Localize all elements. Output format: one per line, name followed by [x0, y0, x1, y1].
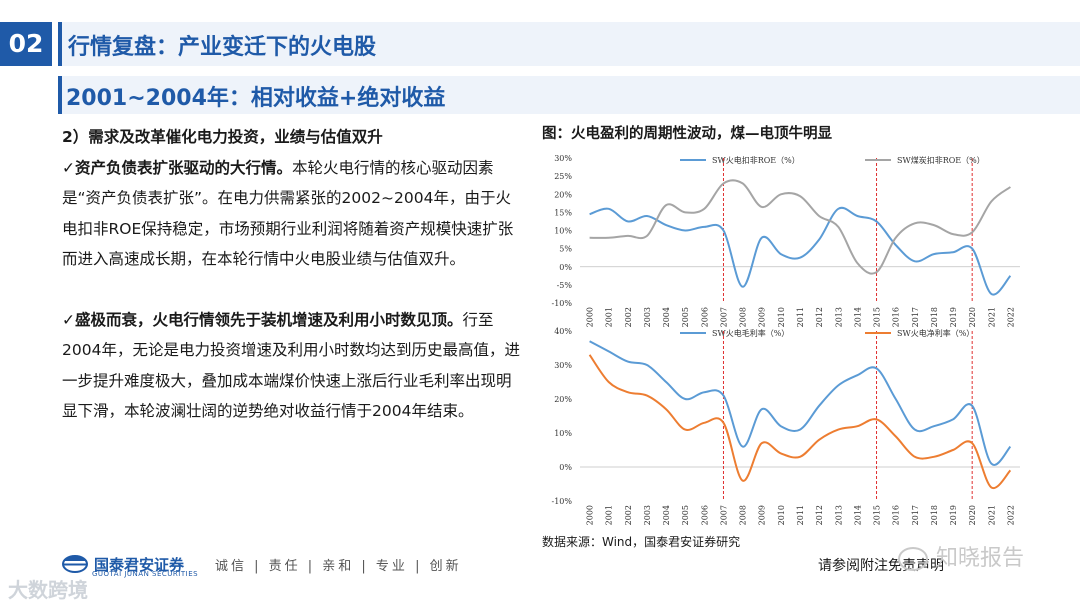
x-tick-label: 2000 — [586, 505, 595, 525]
x-tick-label: 2009 — [758, 307, 767, 327]
x-tick-label: 2008 — [739, 505, 748, 525]
paragraph-2-text: 行至2004年，无论是电力投资增速及利用小时数均达到历史最高值，进一步提升难度极… — [62, 310, 520, 421]
paragraph-1-text: 本轮火电行情的核心驱动因素是“资产负债表扩张”。在电力供需紧张的2002~200… — [62, 158, 514, 269]
x-tick-label: 2014 — [853, 307, 862, 327]
logo-mark-icon — [62, 555, 88, 573]
x-tick-label: 2008 — [739, 307, 748, 327]
y-tick-label: 0% — [559, 263, 572, 272]
x-tick-label: 2017 — [911, 307, 920, 327]
company-logo: 国泰君安证券 — [62, 553, 184, 575]
body-text: 2）需求及改革催化电力投资，业绩与估值双升 ✓资产负债表扩张驱动的大行情。本轮火… — [62, 122, 522, 427]
x-tick-label: 2018 — [930, 505, 939, 525]
x-tick-label: 2005 — [681, 505, 690, 525]
x-tick-label: 2015 — [873, 307, 882, 327]
x-tick-label: 2001 — [605, 505, 614, 525]
series-line — [589, 179, 1011, 275]
wechat-icon — [898, 547, 928, 571]
x-tick-label: 2011 — [796, 505, 805, 525]
x-tick-label: 2012 — [815, 307, 824, 327]
y-tick-label: 30% — [554, 154, 572, 163]
watermark-right: 知晓报告 — [898, 540, 1024, 572]
body-heading: 2）需求及改革催化电力投资，业绩与估值双升 — [62, 128, 383, 146]
title-bar — [58, 22, 1080, 66]
x-tick-label: 2019 — [949, 505, 958, 525]
x-tick-label: 2021 — [987, 505, 996, 525]
x-tick-label: 2004 — [662, 505, 671, 525]
slide-subtitle: 2001~2004年：相对收益+绝对收益 — [66, 86, 446, 111]
x-tick-label: 2004 — [662, 307, 671, 327]
x-tick-label: 2012 — [815, 505, 824, 525]
subtitle-bar — [58, 76, 1080, 114]
x-tick-label: 2009 — [758, 505, 767, 525]
x-tick-label: 2003 — [643, 307, 652, 327]
legend-label: SW煤炭扣非ROE（%） — [897, 155, 985, 165]
y-tick-label: 0% — [559, 463, 572, 472]
x-tick-label: 2003 — [643, 505, 652, 525]
x-tick-label: 2021 — [987, 307, 996, 327]
x-tick-label: 2013 — [834, 307, 843, 327]
paragraph-1-lead: ✓资产负债表扩张驱动的大行情。 — [62, 158, 292, 177]
slide-title: 行情复盘：产业变迁下的火电股 — [68, 35, 377, 60]
figure-source: 数据来源：Wind，国泰君安证券研究 — [542, 535, 741, 549]
x-tick-label: 2018 — [930, 307, 939, 327]
x-tick-label: 2020 — [968, 307, 977, 327]
y-tick-label: -10% — [552, 299, 573, 308]
y-tick-label: -10% — [552, 497, 573, 506]
x-tick-label: 2001 — [605, 307, 614, 327]
y-tick-label: 25% — [554, 172, 572, 181]
x-tick-label: 2016 — [892, 307, 901, 327]
series-line — [589, 340, 1012, 466]
y-tick-label: 40% — [554, 327, 572, 336]
paragraph-2: ✓盛极而衰，火电行情领先于装机增速及利用小时数见顶。行至2004年，无论是电力投… — [62, 305, 522, 427]
x-tick-label: 2000 — [586, 307, 595, 327]
y-tick-label: 15% — [554, 208, 572, 217]
legend-label: SW火电净利率（%） — [897, 328, 974, 338]
series-line — [588, 354, 1012, 490]
x-tick-label: 2015 — [873, 505, 882, 525]
x-tick-label: 2007 — [719, 505, 728, 525]
logo-english-name: GUOTAI JUNAN SECURITIES — [92, 570, 199, 578]
y-tick-label: 10% — [554, 227, 572, 236]
y-tick-label: 20% — [554, 190, 572, 199]
x-tick-label: 2002 — [624, 307, 633, 327]
y-tick-label: 30% — [554, 361, 572, 370]
x-tick-label: 2016 — [892, 505, 901, 525]
x-tick-label: 2006 — [700, 505, 709, 525]
x-tick-label: 2002 — [624, 505, 633, 525]
x-tick-label: 2019 — [949, 307, 958, 327]
paragraph-1: ✓资产负债表扩张驱动的大行情。本轮火电行情的核心驱动因素是“资产负债表扩张”。在… — [62, 153, 522, 275]
series-line — [589, 206, 1012, 296]
y-tick-label: 20% — [554, 395, 572, 404]
legend-label: SW火电毛利率（%） — [712, 328, 789, 338]
x-tick-label: 2022 — [1006, 505, 1015, 525]
x-tick-label: 2022 — [1006, 307, 1015, 327]
y-tick-label: -5% — [557, 281, 573, 290]
x-tick-label: 2013 — [834, 505, 843, 525]
company-slogan: 诚信 | 责任 | 亲和 | 专业 | 创新 — [215, 559, 462, 574]
y-tick-label: 10% — [554, 429, 572, 438]
section-number-badge: 02 — [0, 22, 52, 66]
watermark-right-text: 知晓报告 — [936, 546, 1025, 571]
legend-label: SW火电扣非ROE（%） — [712, 155, 800, 165]
x-tick-label: 2007 — [719, 307, 728, 327]
figure-title: 图：火电盈利的周期性波动，煤—电顶牛明显 — [542, 126, 832, 142]
paragraph-2-lead: ✓盛极而衰，火电行情领先于装机增速及利用小时数见顶。 — [62, 310, 463, 329]
x-tick-label: 2014 — [853, 505, 862, 525]
x-tick-label: 2011 — [796, 307, 805, 327]
x-tick-label: 2010 — [777, 307, 786, 327]
figure-charts: 30% 25% 20% 15% 10% 5% 0% -5% -10% 2000 2001 2002 20… — [552, 154, 1020, 525]
x-tick-label: 2017 — [911, 505, 920, 525]
x-tick-label: 2005 — [681, 307, 690, 327]
x-tick-label: 2020 — [968, 505, 977, 525]
x-tick-label: 2010 — [777, 505, 786, 525]
logo-name: 国泰君安证券 — [94, 555, 185, 574]
y-tick-label: 5% — [559, 245, 572, 254]
x-tick-label: 2006 — [700, 307, 709, 327]
watermark-left: 大数跨境 — [8, 578, 88, 602]
